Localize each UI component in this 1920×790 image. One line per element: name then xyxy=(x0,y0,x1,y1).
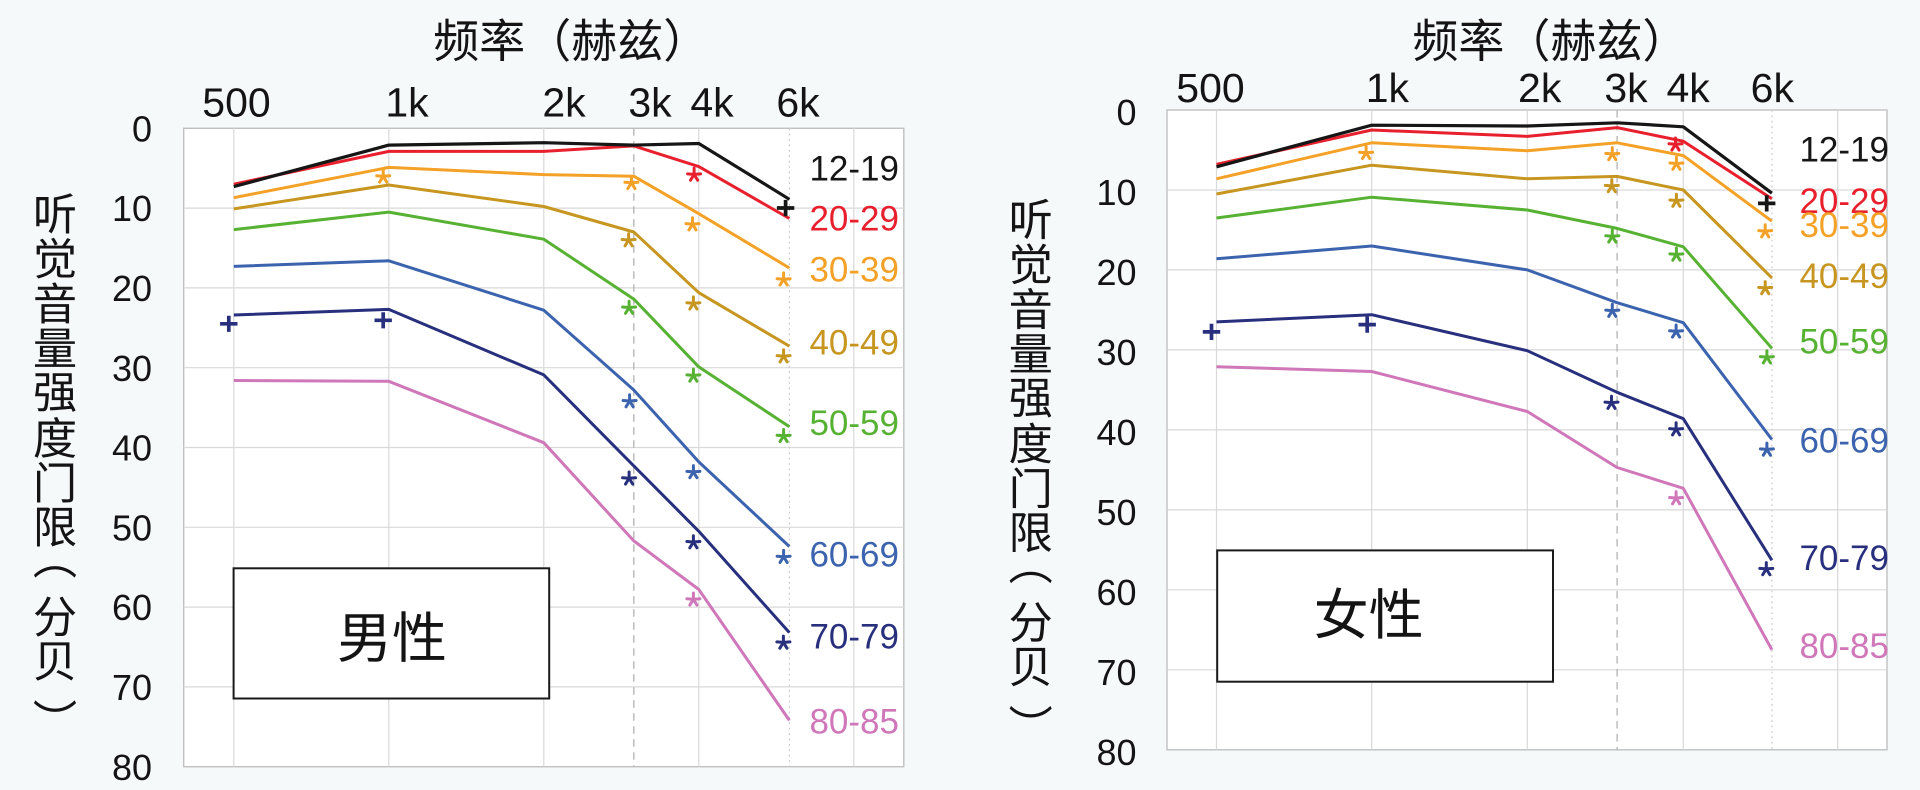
svg-text:30-39: 30-39 xyxy=(1799,206,1889,245)
svg-text:3k: 3k xyxy=(628,80,672,126)
svg-text:50: 50 xyxy=(112,507,152,548)
svg-text:50-59: 50-59 xyxy=(809,404,899,443)
svg-text:20: 20 xyxy=(1096,252,1136,293)
svg-text:80-85: 80-85 xyxy=(809,703,899,742)
svg-text:6k: 6k xyxy=(776,80,820,126)
svg-text:10: 10 xyxy=(1096,172,1136,213)
svg-text:70-79: 70-79 xyxy=(809,618,899,657)
svg-text:30: 30 xyxy=(1096,332,1136,373)
svg-text:80-85: 80-85 xyxy=(1799,627,1889,666)
svg-text:70: 70 xyxy=(112,667,152,708)
svg-text:12-19: 12-19 xyxy=(1799,130,1889,169)
svg-text:40: 40 xyxy=(1096,412,1136,453)
svg-text:50-59: 50-59 xyxy=(1799,322,1889,361)
svg-text:50: 50 xyxy=(1096,492,1136,533)
svg-text:80: 80 xyxy=(1096,732,1136,773)
svg-text:30-39: 30-39 xyxy=(809,251,899,290)
svg-text:2k: 2k xyxy=(542,80,586,126)
svg-text:10: 10 xyxy=(112,188,152,229)
svg-text:20-29: 20-29 xyxy=(1799,182,1889,221)
svg-text:60: 60 xyxy=(112,587,152,628)
svg-text:20: 20 xyxy=(112,268,152,309)
svg-text:60: 60 xyxy=(1096,572,1136,613)
svg-text:4k: 4k xyxy=(690,80,734,126)
svg-text:70: 70 xyxy=(1096,652,1136,693)
svg-text:1k: 1k xyxy=(385,80,429,126)
svg-text:4k: 4k xyxy=(1666,65,1710,111)
svg-text:40-49: 40-49 xyxy=(809,324,899,363)
svg-text:40: 40 xyxy=(112,428,152,469)
svg-text:1k: 1k xyxy=(1366,65,1410,111)
svg-text:20-29: 20-29 xyxy=(809,200,899,239)
svg-text:60-69: 60-69 xyxy=(809,536,899,575)
svg-text:0: 0 xyxy=(132,108,152,149)
svg-text:500: 500 xyxy=(202,80,270,126)
svg-text:3k: 3k xyxy=(1604,65,1648,111)
svg-text:60-69: 60-69 xyxy=(1799,421,1889,460)
svg-text:6k: 6k xyxy=(1751,65,1795,111)
svg-text:80: 80 xyxy=(112,747,152,788)
svg-text:12-19: 12-19 xyxy=(809,149,899,188)
svg-text:2k: 2k xyxy=(1518,65,1562,111)
svg-text:40-49: 40-49 xyxy=(1799,257,1889,296)
svg-text:0: 0 xyxy=(1116,92,1136,133)
svg-text:30: 30 xyxy=(112,348,152,389)
svg-text:500: 500 xyxy=(1176,65,1244,111)
svg-text:70-79: 70-79 xyxy=(1799,539,1889,578)
